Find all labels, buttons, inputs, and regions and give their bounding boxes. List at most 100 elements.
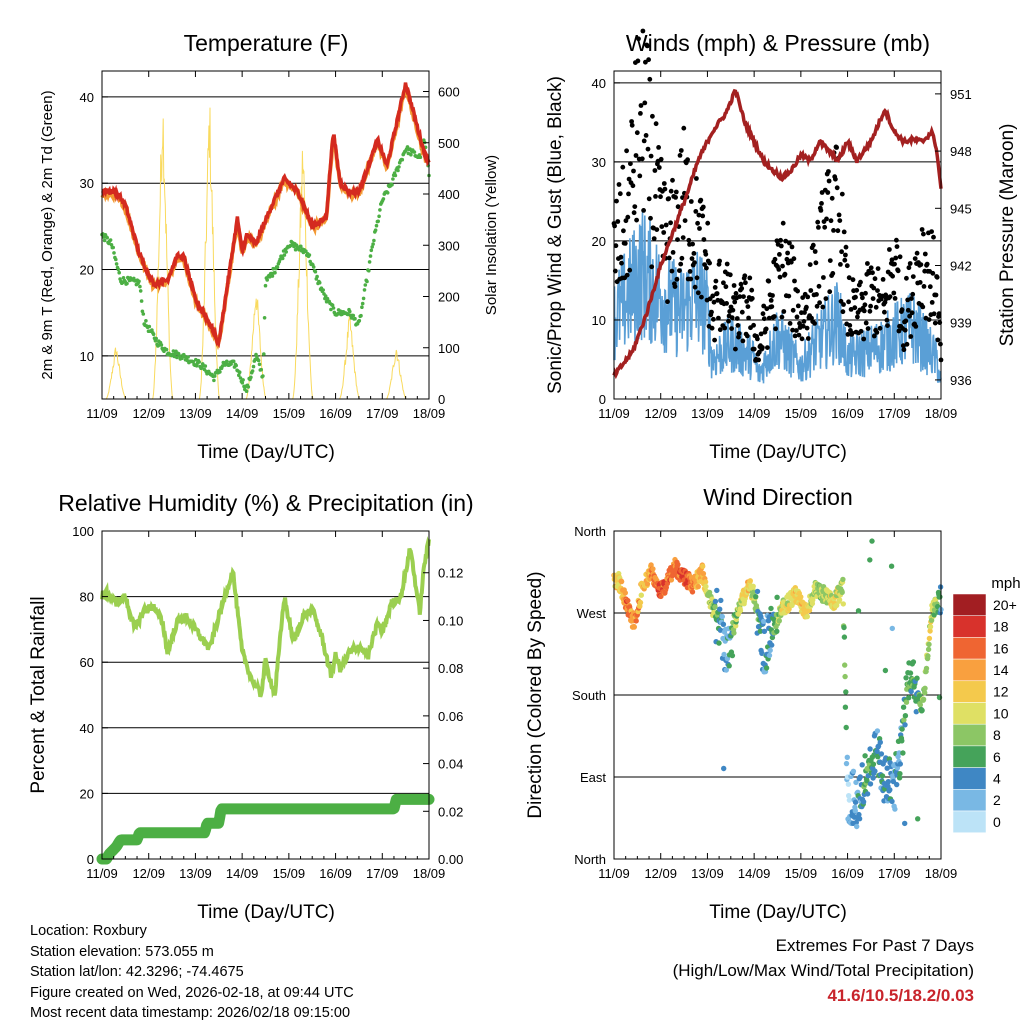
gust-point bbox=[902, 327, 908, 333]
gust-point bbox=[741, 294, 746, 299]
direction-point bbox=[633, 618, 639, 624]
gust-point bbox=[827, 258, 833, 263]
gust-point bbox=[694, 275, 700, 281]
gust-point bbox=[629, 119, 634, 124]
direction-point bbox=[737, 608, 744, 614]
gust-point bbox=[673, 195, 678, 200]
winds-y-label: Sonic/Prop Wind & Gust (Blue, Black) bbox=[545, 76, 566, 394]
speed-legend-swatch bbox=[952, 702, 987, 725]
direction-point bbox=[894, 781, 900, 788]
figure-created: Figure created on Wed, 2026-02-18, at 09… bbox=[30, 984, 354, 1001]
gust-point bbox=[804, 304, 809, 310]
direction-point bbox=[900, 750, 906, 756]
direction-point bbox=[937, 594, 943, 600]
dewpoint-point bbox=[105, 235, 109, 240]
dewpoint-point bbox=[234, 363, 238, 368]
direction-point bbox=[839, 589, 845, 595]
gust-point bbox=[929, 229, 934, 235]
direction-point bbox=[920, 696, 927, 702]
gust-point bbox=[870, 296, 876, 301]
dewpoint-point bbox=[257, 362, 262, 367]
speed-legend-swatch bbox=[952, 745, 987, 768]
dewpoint-point bbox=[376, 219, 381, 224]
gust-point bbox=[649, 264, 655, 270]
gust-point bbox=[795, 288, 800, 294]
gust-point bbox=[687, 269, 693, 274]
gust-point bbox=[920, 304, 926, 310]
y-tick-label: 0 bbox=[87, 852, 94, 867]
gust-point bbox=[841, 229, 847, 235]
x-tick-label: 16/09 bbox=[319, 866, 352, 881]
gust-point bbox=[739, 309, 745, 315]
direction-point bbox=[853, 819, 859, 826]
x-tick-label: 12/09 bbox=[644, 866, 677, 881]
x-tick-label: 17/09 bbox=[366, 866, 399, 881]
direction-point bbox=[763, 665, 770, 671]
dewpoint-point bbox=[262, 316, 267, 320]
gust-point bbox=[616, 182, 622, 187]
direction-point bbox=[907, 670, 914, 676]
direction-point bbox=[712, 604, 718, 610]
dewpoint-point bbox=[359, 313, 363, 318]
gust-point bbox=[695, 220, 700, 226]
temperature-y2-label: Solar Insolation (Yellow) bbox=[483, 155, 500, 315]
x-tick-label: 13/09 bbox=[179, 866, 212, 881]
dewpoint-point bbox=[251, 364, 256, 369]
direction-point bbox=[856, 811, 862, 818]
direction-point bbox=[878, 751, 885, 757]
direction-point bbox=[908, 688, 914, 695]
y2-tick-label: 948 bbox=[950, 144, 972, 159]
direction-point bbox=[874, 748, 880, 754]
direction-point bbox=[877, 739, 883, 745]
y-tick-label: North bbox=[574, 852, 606, 867]
gust-point bbox=[833, 176, 838, 182]
dewpoint-point bbox=[138, 284, 142, 289]
direction-point bbox=[889, 798, 895, 805]
x-tick-label: 14/09 bbox=[738, 866, 771, 881]
y2-tick-label: 936 bbox=[950, 373, 972, 388]
x-tick-label: 11/09 bbox=[86, 866, 118, 881]
gust-point bbox=[668, 188, 674, 194]
dewpoint-point bbox=[164, 347, 169, 352]
direction-point bbox=[717, 606, 723, 612]
gust-point bbox=[859, 291, 865, 297]
direction-point bbox=[915, 816, 921, 822]
gust-point bbox=[690, 241, 695, 247]
x-tick-label: 14/09 bbox=[226, 406, 259, 421]
gust-point bbox=[800, 295, 806, 300]
direction-point bbox=[864, 778, 870, 784]
dewpoint-point bbox=[361, 296, 366, 301]
temperature-plot-frame bbox=[101, 70, 430, 400]
y-tick-label: 10 bbox=[80, 349, 94, 364]
gust-point bbox=[796, 332, 802, 338]
gust-point bbox=[698, 197, 704, 203]
gust-point bbox=[829, 195, 835, 201]
gust-point bbox=[841, 302, 846, 307]
dewpoint-point bbox=[125, 281, 129, 286]
dewpoint-point bbox=[313, 269, 318, 274]
direction-point bbox=[718, 597, 724, 604]
gust-point bbox=[640, 28, 646, 34]
humidity-line bbox=[100, 536, 431, 699]
dewpoint-point bbox=[329, 307, 333, 312]
dewpoint-point bbox=[177, 354, 182, 358]
gust-point bbox=[922, 251, 928, 257]
dewpoint-point bbox=[367, 268, 371, 273]
gust-point bbox=[622, 241, 628, 246]
y2-tick-label: 951 bbox=[950, 87, 972, 102]
dewpoint-point bbox=[381, 197, 386, 201]
gust-point bbox=[834, 145, 839, 150]
gust-point bbox=[711, 299, 717, 305]
gust-point bbox=[668, 220, 673, 226]
gust-point bbox=[713, 278, 719, 284]
gust-point bbox=[743, 280, 748, 286]
gust-point bbox=[789, 244, 795, 250]
gust-point bbox=[843, 252, 848, 258]
dewpoint-point bbox=[261, 374, 265, 378]
dewpoint-point bbox=[353, 316, 357, 321]
x-tick-label: 18/09 bbox=[925, 866, 958, 881]
gust-point bbox=[804, 325, 810, 331]
gust-point bbox=[854, 287, 860, 293]
gust-point bbox=[926, 317, 932, 322]
y2-tick-label: 0.08 bbox=[438, 661, 463, 676]
